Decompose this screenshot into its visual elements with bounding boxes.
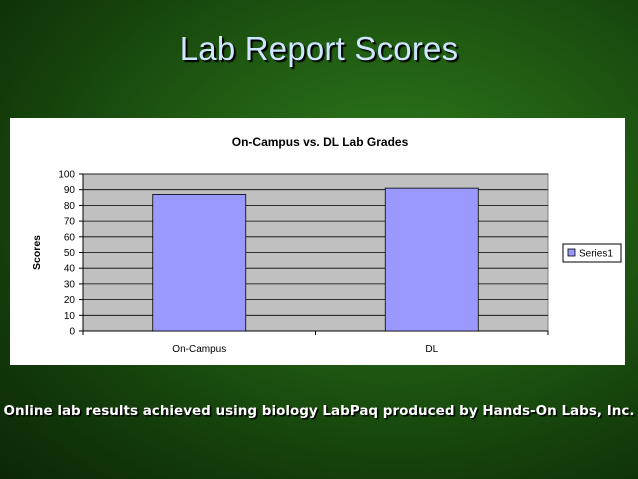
- y-tick-label: 90: [64, 185, 76, 196]
- x-tick-label: DL: [425, 344, 438, 355]
- y-tick-label: 10: [64, 311, 76, 322]
- x-tick-label: On-Campus: [172, 344, 226, 355]
- legend-swatch: [567, 248, 576, 257]
- chart-title: On-Campus vs. DL Lab Grades: [232, 135, 409, 149]
- legend-label: Series1: [579, 249, 613, 260]
- y-tick-label: 40: [64, 264, 76, 275]
- y-tick-label: 50: [64, 248, 76, 259]
- bar-chart: On-Campus vs. DL Lab Grades 0 10 20 30 40 50 60…: [31, 135, 622, 355]
- y-tick-label: 20: [64, 295, 76, 306]
- y-tick-label: 80: [64, 201, 76, 212]
- chart-panel: On-Campus vs. DL Lab Grades 0 10 20 30 40 50 60…: [10, 118, 625, 365]
- y-tick-label: 100: [58, 170, 75, 181]
- y-tick-label: 60: [64, 232, 76, 243]
- y-tick-label: 30: [64, 279, 76, 290]
- y-axis-title: Scores: [31, 235, 43, 270]
- bar-on-campus: [152, 194, 247, 332]
- footer-caption: Online lab results achieved using biolog…: [3, 403, 635, 419]
- y-tick-label: 70: [64, 217, 76, 228]
- slide-title: Lab Report Scores: [179, 30, 459, 67]
- bar-dl: [384, 187, 479, 332]
- legend-box: [562, 243, 622, 263]
- y-tick-label: 0: [69, 327, 75, 338]
